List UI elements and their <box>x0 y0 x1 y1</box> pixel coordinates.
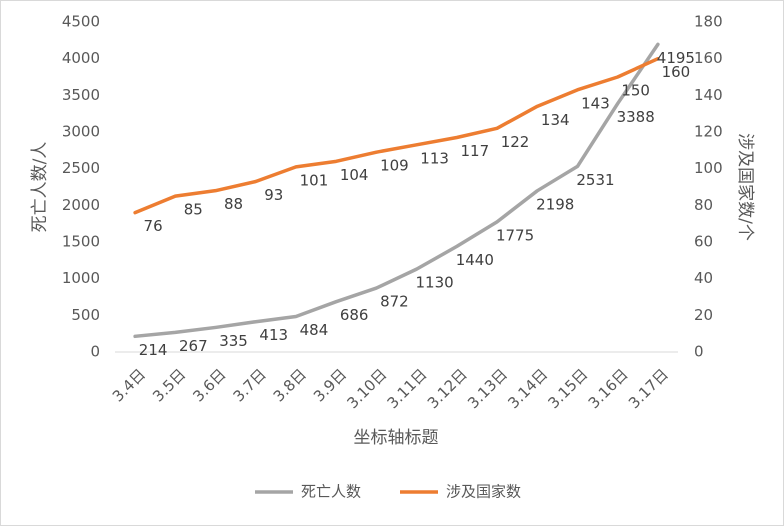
data-label: 143 <box>581 94 610 112</box>
data-label: 1130 <box>416 274 454 292</box>
y-tick-label: 4500 <box>62 13 100 31</box>
data-label: 76 <box>144 217 163 235</box>
data-label: 104 <box>340 166 369 184</box>
y-tick-label: 2000 <box>62 196 100 214</box>
y-tick-label: 3500 <box>62 86 100 104</box>
y-tick-label: 1500 <box>62 233 100 251</box>
data-label: 267 <box>179 337 208 355</box>
y-tick-label: 500 <box>71 306 100 324</box>
data-label: 1440 <box>456 251 494 269</box>
y2-tick-label: 40 <box>694 269 713 287</box>
data-line <box>133 42 660 339</box>
data-label: 413 <box>259 326 288 344</box>
y2-axis-label: 涉及国家数/个 <box>735 133 755 241</box>
y2-tick-label: 160 <box>694 49 723 67</box>
data-label: 150 <box>621 82 650 100</box>
y2-tick-label: 100 <box>694 159 723 177</box>
y2-tick-label: 60 <box>694 233 713 251</box>
y2-tick-label: 180 <box>694 13 723 31</box>
data-label: 109 <box>380 157 409 175</box>
y-tick-label: 3000 <box>62 123 100 141</box>
y2-tick-label: 120 <box>694 123 723 141</box>
data-label: 88 <box>224 195 243 213</box>
data-label: 872 <box>380 293 409 311</box>
y-tick-label: 2500 <box>62 159 100 177</box>
data-label: 117 <box>461 142 490 160</box>
data-label: 85 <box>184 201 203 219</box>
data-line <box>133 56 660 215</box>
y2-tick-label: 140 <box>694 86 723 104</box>
y-tick-label: 1000 <box>62 269 100 287</box>
data-label: 4195 <box>657 49 695 67</box>
y2-tick-label: 0 <box>694 343 704 361</box>
x-axis-label: 坐标轴标题 <box>354 428 439 448</box>
data-label: 484 <box>300 321 329 339</box>
data-label: 2198 <box>536 195 574 213</box>
data-label: 134 <box>541 111 570 129</box>
data-label: 160 <box>662 63 691 81</box>
data-label: 335 <box>219 332 248 350</box>
y-axis-label: 死亡人数/人 <box>30 142 50 233</box>
y2-tick-label: 20 <box>694 306 713 324</box>
legend-label: 涉及国家数 <box>446 483 521 501</box>
data-label: 1775 <box>496 226 534 244</box>
data-label: 101 <box>300 171 329 189</box>
data-label: 93 <box>264 186 283 204</box>
y2-tick-label: 80 <box>694 196 713 214</box>
y-tick-label: 4000 <box>62 49 100 67</box>
data-label: 122 <box>501 133 530 151</box>
data-label: 214 <box>139 341 168 359</box>
data-label: 2531 <box>576 171 614 189</box>
data-label: 113 <box>420 149 449 167</box>
y-tick-label: 0 <box>90 343 100 361</box>
data-label: 3388 <box>617 108 655 126</box>
legend-label: 死亡人数 <box>301 483 361 501</box>
data-label: 686 <box>340 306 369 324</box>
